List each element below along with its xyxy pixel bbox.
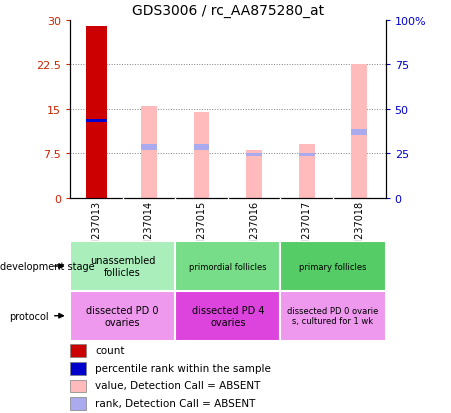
Bar <box>193 145 209 151</box>
Text: protocol: protocol <box>9 311 49 321</box>
Bar <box>351 65 367 198</box>
Text: GSM237018: GSM237018 <box>354 200 364 259</box>
Text: GSM237015: GSM237015 <box>197 200 207 259</box>
Bar <box>141 107 157 198</box>
Bar <box>299 145 315 198</box>
Bar <box>246 154 262 157</box>
Bar <box>70 344 86 357</box>
Bar <box>193 112 209 198</box>
Text: GSM237016: GSM237016 <box>249 200 259 259</box>
Bar <box>175 291 281 341</box>
Bar <box>70 397 86 410</box>
Bar <box>141 145 157 151</box>
Text: dissected PD 0
ovaries: dissected PD 0 ovaries <box>86 305 159 327</box>
Bar <box>70 380 86 392</box>
Bar <box>86 26 107 198</box>
Bar <box>351 130 367 136</box>
Bar <box>70 362 86 375</box>
Text: percentile rank within the sample: percentile rank within the sample <box>95 363 271 373</box>
Bar <box>175 242 281 291</box>
Bar <box>281 291 386 341</box>
Text: count: count <box>95 345 124 355</box>
Text: dissected PD 4
ovaries: dissected PD 4 ovaries <box>192 305 264 327</box>
Bar <box>70 291 175 341</box>
Text: rank, Detection Call = ABSENT: rank, Detection Call = ABSENT <box>95 398 256 408</box>
Text: primordial follicles: primordial follicles <box>189 262 267 271</box>
Bar <box>70 242 175 291</box>
Text: primary follicles: primary follicles <box>299 262 367 271</box>
Text: GSM237014: GSM237014 <box>144 200 154 259</box>
Bar <box>281 242 386 291</box>
Text: value, Detection Call = ABSENT: value, Detection Call = ABSENT <box>95 380 261 390</box>
Bar <box>299 154 315 157</box>
Text: GSM237013: GSM237013 <box>91 200 101 259</box>
Text: dissected PD 0 ovarie
s, cultured for 1 wk: dissected PD 0 ovarie s, cultured for 1 … <box>287 306 379 325</box>
Bar <box>86 119 107 123</box>
Text: development stage: development stage <box>0 261 95 271</box>
Bar <box>246 151 262 198</box>
Text: GSM237017: GSM237017 <box>302 200 312 259</box>
Title: GDS3006 / rc_AA875280_at: GDS3006 / rc_AA875280_at <box>132 4 324 18</box>
Text: unassembled
follicles: unassembled follicles <box>90 256 155 277</box>
